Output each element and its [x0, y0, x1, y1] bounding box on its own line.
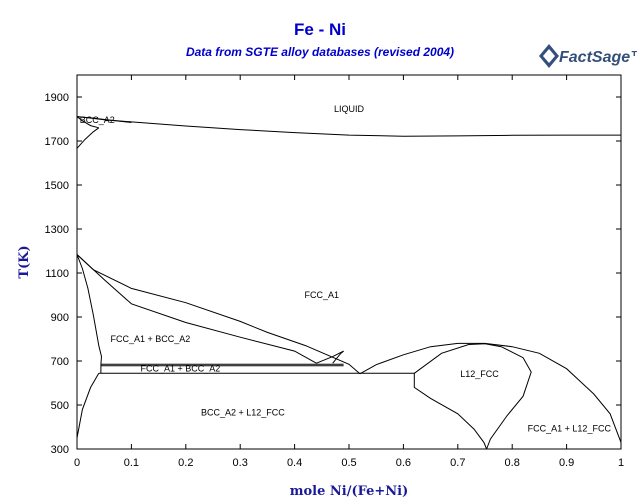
phase-boundary-4 — [76, 254, 103, 365]
phase-boundary-3 — [76, 127, 100, 149]
y-tick-label: 1100 — [45, 268, 69, 280]
factsage-logo: FactSage™ — [539, 44, 637, 68]
x-axis: 0 0.1 0.2 0.3 0.4 0.5 0.6 0.7 0.8 0.9 1 — [74, 75, 624, 469]
phase-boundary-10 — [332, 350, 344, 364]
x-tick-label: 0 — [74, 457, 80, 469]
y-tick-label: 900 — [51, 312, 69, 324]
phase-boundary-14 — [414, 343, 532, 450]
x-tick-label: 0.9 — [559, 457, 574, 469]
phase-boundaries — [76, 116, 622, 450]
phase-boundary-6 — [76, 254, 317, 364]
region-label: FCC_A1 — [305, 290, 340, 300]
region-label: BCC_A2 — [80, 115, 115, 125]
y-tick-label: 300 — [51, 444, 69, 456]
chart-title: Fe - Ni — [294, 20, 346, 39]
x-tick-label: 0.4 — [287, 457, 302, 469]
phase-boundary-9 — [316, 350, 344, 364]
x-tick-label: 0.1 — [124, 457, 139, 469]
y-axis: 300 500 700 900 1100 1300 1500 1700 1900 — [45, 92, 621, 456]
x-tick-label: 0.8 — [505, 457, 520, 469]
phase-boundary-13 — [359, 342, 622, 443]
y-tick-label: 500 — [51, 400, 69, 412]
y-tick-label: 1700 — [45, 136, 69, 148]
x-axis-title: mole Ni/(Fe+Ni) — [290, 484, 409, 499]
x-tick-label: 0.7 — [450, 457, 465, 469]
chart-subtitle: Data from SGTE alloy databases (revised … — [185, 45, 455, 59]
x-tick-label: 0.3 — [233, 457, 248, 469]
phase-boundary-15 — [413, 373, 488, 450]
region-label: LIQUID — [334, 104, 365, 114]
factsage-logo-icon — [539, 44, 559, 68]
y-tick-label: 1300 — [45, 224, 69, 236]
region-label: FCC_A1 + L12_FCC — [528, 423, 612, 433]
x-tick-label: 0.6 — [396, 457, 411, 469]
x-tick-label: 0.5 — [341, 457, 356, 469]
y-tick-label: 1900 — [45, 92, 69, 104]
plot-frame — [76, 74, 622, 450]
factsage-logo-text: FactSage™ — [559, 49, 637, 66]
phase-boundary-2 — [76, 116, 99, 129]
y-axis-title: T(K) — [17, 245, 32, 278]
y-tick-label: 700 — [51, 356, 69, 368]
region-label: FCC_A1 + BCC_A2 — [111, 334, 191, 344]
phase-boundary-12 — [76, 373, 100, 439]
phase-boundary-0 — [76, 116, 621, 137]
x-tick-label: 1 — [618, 457, 624, 469]
phase-boundary-1 — [76, 116, 132, 123]
y-tick-label: 1500 — [45, 180, 69, 192]
region-label: FCC_A1 + BCC_A2 — [140, 363, 220, 373]
region-label: BCC_A2 + L12_FCC — [201, 407, 285, 417]
region-label: L12_FCC — [460, 369, 499, 379]
x-tick-label: 0.2 — [178, 457, 193, 469]
region-labels: LIQUID BCC_A2 FCC_A1 FCC_A1 + BCC_A2 FCC_A1 … — [80, 104, 612, 433]
phase-boundary-5 — [76, 254, 361, 375]
